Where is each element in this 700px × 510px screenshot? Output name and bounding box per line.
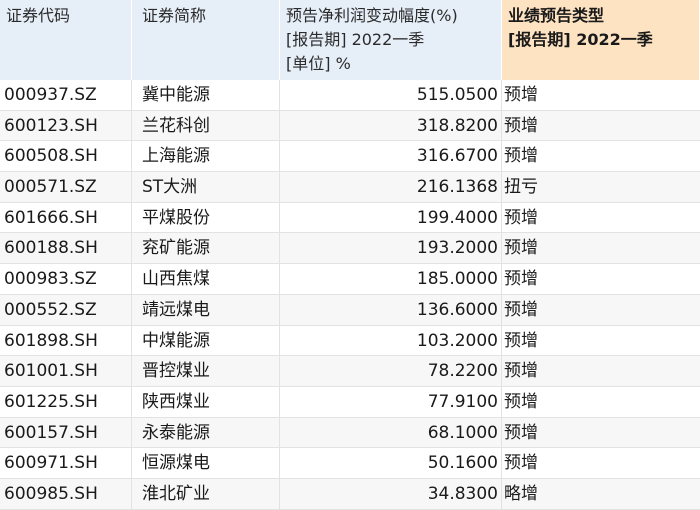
cell-pct[interactable]: 316.6700 xyxy=(280,141,502,172)
cell-type[interactable]: 预增 xyxy=(504,146,538,167)
table-row[interactable]: 601898.SH 中煤能源 103.2000 预增 xyxy=(0,325,700,357)
table-row[interactable]: 601225.SH 陕西煤业 77.9100 预增 xyxy=(0,386,700,418)
cell-name[interactable]: ST大洲 xyxy=(132,172,280,202)
cell-name[interactable]: 冀中能源 xyxy=(132,80,280,110)
cell-name[interactable]: 中煤能源 xyxy=(132,325,280,356)
table-row[interactable]: 600985.SH 淮北矿业 34.8300 略增 xyxy=(0,478,700,510)
table-row[interactable]: 000552.SZ 靖远煤电 136.6000 预增 xyxy=(0,294,700,326)
cell-code[interactable]: 000983.SZ xyxy=(0,264,132,294)
cell-name[interactable]: 上海能源 xyxy=(132,141,280,172)
column-header-pct-change[interactable]: 预告净利润变动幅度(%) [报告期] 2022一季 [单位] % xyxy=(280,0,502,80)
cell-name[interactable]: 兰花科创 xyxy=(132,110,280,141)
cell-pct[interactable]: 68.1000 xyxy=(280,417,502,448)
cell-name[interactable]: 恒源煤电 xyxy=(132,448,280,478)
cell-type[interactable]: 预增 xyxy=(504,207,538,228)
cell-code[interactable]: 000571.SZ xyxy=(0,172,132,202)
cell-name[interactable]: 陕西煤业 xyxy=(132,386,280,417)
column-header-forecast-type[interactable]: 业绩预告类型 [报告期] 2022一季 xyxy=(502,0,700,80)
cell-type[interactable]: 预增 xyxy=(504,115,538,136)
cell-code[interactable]: 600188.SH xyxy=(0,233,132,264)
cell-pct[interactable]: 34.8300 xyxy=(280,478,502,509)
cell-pct[interactable]: 136.6000 xyxy=(280,294,502,325)
cell-pct[interactable]: 318.8200 xyxy=(280,110,502,141)
cell-name[interactable]: 平煤股份 xyxy=(132,202,280,233)
column-header-name-label: 证券简称 xyxy=(142,6,207,25)
cell-type[interactable]: 预增 xyxy=(504,85,538,105)
column-header-type-line-2: [报告期] 2022一季 xyxy=(508,30,653,49)
cell-code[interactable]: 601225.SH xyxy=(0,386,132,417)
table-row[interactable]: 600508.SH 上海能源 316.6700 预增 xyxy=(0,141,700,173)
table-row[interactable]: 600188.SH 兖矿能源 193.2000 预增 xyxy=(0,233,700,265)
cell-code[interactable]: 601898.SH xyxy=(0,325,132,356)
cell-code[interactable]: 601666.SH xyxy=(0,202,132,233)
cell-pct[interactable]: 515.0500 xyxy=(280,80,502,110)
cell-type[interactable]: 略增 xyxy=(504,483,538,504)
cell-code[interactable]: 600508.SH xyxy=(0,141,132,172)
column-header-name[interactable]: 证券简称 xyxy=(132,0,280,80)
cell-code[interactable]: 000937.SZ xyxy=(0,80,132,110)
cell-pct[interactable]: 185.0000 xyxy=(280,264,502,294)
cell-name[interactable]: 兖矿能源 xyxy=(132,233,280,264)
cell-pct[interactable]: 199.4000 xyxy=(280,202,502,233)
cell-code[interactable]: 600985.SH xyxy=(0,478,132,509)
table-row[interactable]: 000571.SZ ST大洲 216.1368 扭亏 xyxy=(0,172,700,203)
cell-code[interactable]: 600123.SH xyxy=(0,110,132,141)
cell-type[interactable]: 预增 xyxy=(504,269,538,290)
cell-pct[interactable]: 103.2000 xyxy=(280,325,502,356)
cell-code[interactable]: 601001.SH xyxy=(0,356,132,386)
cell-type[interactable]: 预增 xyxy=(504,361,538,382)
cell-code[interactable]: 600157.SH xyxy=(0,417,132,448)
column-header-pct-line-2: [报告期] 2022一季 xyxy=(286,30,425,49)
cell-name[interactable]: 靖远煤电 xyxy=(132,294,280,325)
cell-name[interactable]: 晋控煤业 xyxy=(132,356,280,386)
table-body: 000937.SZ 冀中能源 515.0500 预增 600123.SH 兰花科… xyxy=(0,80,700,510)
cell-type[interactable]: 预增 xyxy=(504,238,538,259)
cell-pct[interactable]: 77.9100 xyxy=(280,386,502,417)
table-row[interactable]: 600971.SH 恒源煤电 50.1600 预增 xyxy=(0,448,700,479)
table-row[interactable]: 600123.SH 兰花科创 318.8200 预增 xyxy=(0,110,700,142)
cell-code[interactable]: 000552.SZ xyxy=(0,294,132,325)
table-row[interactable]: 601666.SH 平煤股份 199.4000 预增 xyxy=(0,202,700,234)
table-row[interactable]: 000937.SZ 冀中能源 515.0500 预增 xyxy=(0,80,700,111)
table-row[interactable]: 000983.SZ 山西焦煤 185.0000 预增 xyxy=(0,264,700,295)
table-row[interactable]: 601001.SH 晋控煤业 78.2200 预增 xyxy=(0,356,700,387)
cell-pct[interactable]: 193.2000 xyxy=(280,233,502,264)
cell-name[interactable]: 山西焦煤 xyxy=(132,264,280,294)
table-header: 证券代码 证券简称 预告净利润变动幅度(%) [报告期] 2022一季 [单位]… xyxy=(0,0,700,80)
column-header-code[interactable]: 证券代码 xyxy=(0,0,132,80)
cell-name[interactable]: 淮北矿业 xyxy=(132,478,280,509)
cell-type[interactable]: 预增 xyxy=(504,453,538,474)
cell-type[interactable]: 预增 xyxy=(504,422,538,443)
column-header-type-line-1: 业绩预告类型 xyxy=(508,6,605,25)
column-header-pct-line-3: [单位] % xyxy=(286,54,351,73)
cell-type[interactable]: 预增 xyxy=(504,299,538,320)
cell-pct[interactable]: 78.2200 xyxy=(280,356,502,386)
table-row[interactable]: 600157.SH 永泰能源 68.1000 预增 xyxy=(0,417,700,449)
cell-type[interactable]: 扭亏 xyxy=(504,177,538,198)
column-header-pct-line-1: 预告净利润变动幅度(%) xyxy=(286,6,458,25)
cell-name[interactable]: 永泰能源 xyxy=(132,417,280,448)
cell-code[interactable]: 600971.SH xyxy=(0,448,132,478)
cell-type[interactable]: 预增 xyxy=(504,330,538,351)
column-header-code-label: 证券代码 xyxy=(6,6,71,25)
cell-pct[interactable]: 216.1368 xyxy=(280,172,502,202)
cell-type[interactable]: 预增 xyxy=(504,391,538,412)
cell-pct[interactable]: 50.1600 xyxy=(280,448,502,478)
